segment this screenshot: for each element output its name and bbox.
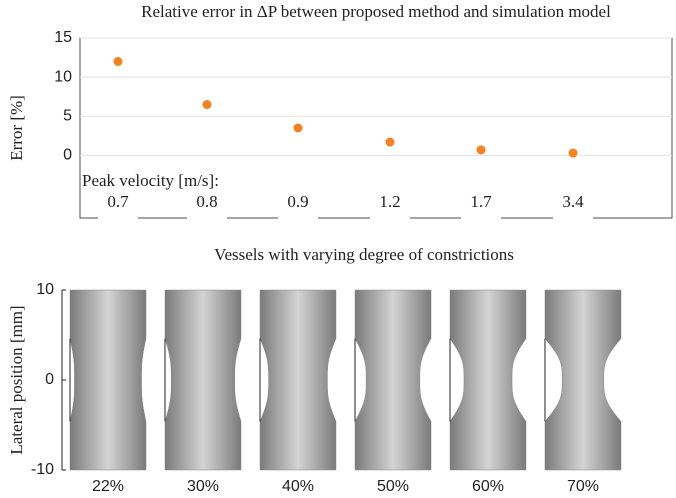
vessel <box>449 289 527 471</box>
label-bg <box>553 192 593 222</box>
y-axis-label: Lateral position [mm] <box>7 305 26 454</box>
vessel <box>69 289 147 471</box>
vessel <box>164 289 242 471</box>
chart-title: Relative error in ΔP between proposed me… <box>141 2 611 21</box>
y-tick-label: 10 <box>36 281 54 298</box>
x-tick-label: 3.4 <box>562 192 584 211</box>
marker <box>476 145 486 155</box>
x-tick-label: 60% <box>472 478 504 495</box>
y-axis-label: Error [%] <box>7 95 26 161</box>
y-tick-label: 0 <box>63 147 72 164</box>
label-bg <box>278 192 318 222</box>
x-tick-label: 0.9 <box>287 192 308 211</box>
y-tick-label: 0 <box>45 371 54 388</box>
label-bg <box>187 192 227 222</box>
vessel <box>354 289 432 471</box>
label-bg <box>461 192 501 222</box>
marker <box>293 123 303 133</box>
x-tick-label: 50% <box>377 478 409 495</box>
vessel <box>259 289 337 471</box>
x-tick-label: 0.8 <box>196 192 217 211</box>
y-tick-label: -10 <box>31 461 54 478</box>
marker <box>568 148 578 158</box>
x-tick-label: 70% <box>567 478 599 495</box>
x-tick-label: 1.2 <box>379 192 400 211</box>
label-bg <box>370 192 410 222</box>
annotation: Peak velocity [m/s]: <box>82 171 219 190</box>
x-tick-label: 40% <box>282 478 314 495</box>
y-tick-label: 15 <box>54 29 72 46</box>
x-tick-label: 22% <box>92 478 124 495</box>
chart-title: Vessels with varying degree of constrict… <box>214 245 514 264</box>
vessel <box>544 289 622 471</box>
y-tick-label: 5 <box>63 107 72 124</box>
marker <box>385 137 395 147</box>
x-tick-label: 0.7 <box>107 192 129 211</box>
marker <box>113 56 123 66</box>
marker <box>202 100 212 110</box>
label-bg <box>98 192 138 222</box>
x-tick-label: 30% <box>187 478 219 495</box>
x-tick-label: 1.7 <box>470 192 492 211</box>
y-tick-label: 10 <box>54 68 72 85</box>
